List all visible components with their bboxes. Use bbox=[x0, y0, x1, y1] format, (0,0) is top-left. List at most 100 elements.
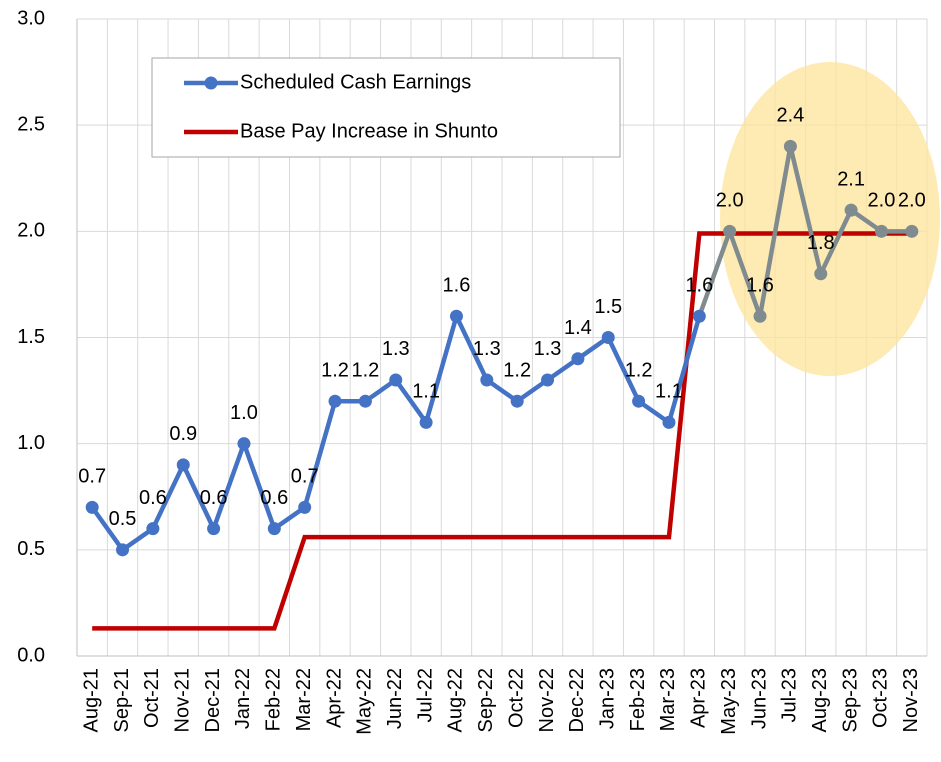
marker bbox=[328, 394, 342, 408]
data-label: 1.6 bbox=[443, 275, 471, 297]
data-label: 1.2 bbox=[351, 359, 379, 381]
x-tick-label: Aug-22 bbox=[445, 668, 467, 733]
data-label: 1.2 bbox=[625, 359, 653, 381]
marker bbox=[601, 331, 615, 344]
x-tick-label: Jul-23 bbox=[779, 668, 801, 722]
data-label: 1.1 bbox=[412, 381, 440, 403]
y-tick-label: 0.0 bbox=[17, 644, 45, 666]
x-tick-label: Sep-23 bbox=[839, 668, 861, 733]
line-segment bbox=[211, 442, 247, 530]
marker bbox=[449, 309, 463, 323]
data-label: 1.3 bbox=[473, 338, 501, 360]
x-tick-label: Dec-21 bbox=[202, 668, 224, 732]
line-segment bbox=[666, 315, 702, 424]
data-label: 2.4 bbox=[776, 105, 804, 127]
marker bbox=[662, 415, 676, 429]
marker bbox=[176, 458, 190, 472]
data-label: 0.5 bbox=[109, 508, 137, 530]
data-label: 2.0 bbox=[716, 190, 744, 212]
marker bbox=[844, 203, 858, 217]
x-tick-label: Jun-22 bbox=[384, 668, 406, 729]
legend-marker bbox=[204, 76, 218, 90]
marker bbox=[692, 309, 706, 323]
line-segment bbox=[697, 230, 732, 318]
marker bbox=[85, 500, 99, 514]
marker bbox=[237, 437, 251, 451]
data-label: 0.6 bbox=[260, 487, 288, 509]
data-label: 2.0 bbox=[898, 190, 926, 212]
marker bbox=[389, 373, 403, 387]
x-tick-label: Feb-23 bbox=[627, 668, 649, 731]
x-tick-label: Feb-22 bbox=[263, 668, 285, 731]
marker bbox=[571, 352, 585, 366]
line-segment bbox=[181, 463, 216, 530]
marker bbox=[874, 224, 888, 238]
legend-box bbox=[151, 57, 621, 158]
y-tick-label: 2.0 bbox=[17, 220, 45, 242]
marker bbox=[753, 309, 767, 323]
marker bbox=[723, 224, 737, 238]
x-tick-label: Dec-22 bbox=[566, 668, 588, 732]
x-tick-label: Jan-22 bbox=[232, 668, 254, 729]
data-label: 2.0 bbox=[868, 190, 896, 212]
line-segment bbox=[818, 209, 854, 275]
y-tick-label: 1.5 bbox=[17, 326, 45, 348]
x-tick-label: Aug-23 bbox=[809, 668, 831, 733]
data-label: 0.6 bbox=[139, 487, 167, 509]
data-label: 0.6 bbox=[200, 487, 228, 509]
marker bbox=[541, 373, 555, 387]
x-tick-label: Nov-22 bbox=[536, 668, 558, 732]
data-label: 1.6 bbox=[746, 275, 774, 297]
data-label: 1.5 bbox=[594, 296, 622, 318]
x-tick-label: May-22 bbox=[354, 668, 376, 735]
x-tick-label: Oct-22 bbox=[505, 668, 527, 728]
line-segment bbox=[150, 463, 186, 530]
marker bbox=[298, 500, 312, 514]
data-label: 1.8 bbox=[807, 232, 835, 254]
x-tick-label: Sep-21 bbox=[111, 668, 133, 733]
line-segment bbox=[393, 378, 428, 424]
data-label: 1.1 bbox=[655, 381, 683, 403]
marker bbox=[267, 522, 281, 536]
data-label: 1.4 bbox=[564, 317, 592, 339]
data-label: 1.2 bbox=[503, 359, 531, 381]
y-tick-label: 0.5 bbox=[17, 538, 45, 560]
data-label: 0.9 bbox=[169, 423, 197, 445]
data-label: 1.3 bbox=[534, 338, 562, 360]
data-label: 2.1 bbox=[837, 168, 865, 190]
y-tick-label: 2.5 bbox=[17, 113, 45, 135]
marker bbox=[207, 522, 221, 536]
data-label: 0.7 bbox=[78, 466, 106, 488]
line-segment bbox=[241, 442, 277, 530]
legend-label: Scheduled Cash Earnings bbox=[240, 71, 471, 93]
line-segment bbox=[606, 336, 641, 403]
x-tick-label: Sep-22 bbox=[475, 668, 497, 733]
x-tick-label: Apr-22 bbox=[323, 668, 345, 728]
highlight-ellipse bbox=[720, 62, 940, 376]
data-label: 0.7 bbox=[291, 466, 319, 488]
marker bbox=[783, 139, 797, 153]
data-label: 1.6 bbox=[685, 275, 713, 297]
marker bbox=[510, 394, 524, 408]
data-label: 1.2 bbox=[321, 359, 349, 381]
x-tick-label: Oct-23 bbox=[870, 668, 892, 728]
x-tick-label: Nov-23 bbox=[900, 668, 922, 732]
line-segment bbox=[90, 506, 125, 552]
marker bbox=[814, 267, 828, 281]
data-label: 1.3 bbox=[382, 338, 410, 360]
line-segment bbox=[302, 400, 338, 508]
line-segment bbox=[757, 146, 793, 317]
line-segment bbox=[454, 315, 489, 381]
line-segment bbox=[727, 230, 763, 318]
x-tick-label: Oct-21 bbox=[141, 668, 163, 728]
legend-label: Base Pay Increase in Shunto bbox=[240, 120, 498, 142]
x-tick-label: Jun-23 bbox=[748, 668, 770, 729]
x-tick-label: Jan-23 bbox=[597, 668, 619, 729]
marker bbox=[116, 543, 130, 557]
marker bbox=[419, 415, 433, 429]
line-segment bbox=[788, 145, 823, 275]
y-tick-label: 1.0 bbox=[17, 432, 45, 454]
x-tick-label: Mar-22 bbox=[293, 668, 315, 731]
x-tick-label: May-23 bbox=[718, 668, 740, 735]
